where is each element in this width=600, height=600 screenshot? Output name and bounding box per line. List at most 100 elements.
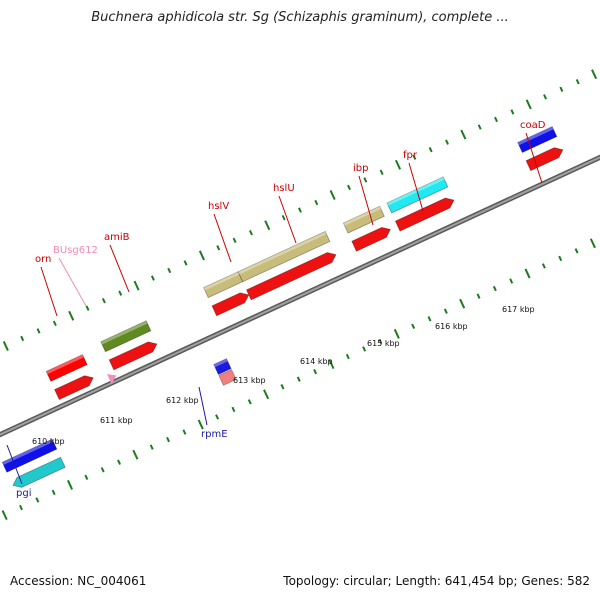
minor-tick [231, 406, 236, 413]
gene-label-rpme[interactable]: rpmE [201, 429, 228, 440]
gene-label-fpr[interactable]: fpr [403, 150, 418, 161]
major-tick [1, 510, 8, 521]
minor-tick [427, 316, 432, 322]
minor-tick [575, 79, 580, 85]
gene-pgi-arrow[interactable] [12, 456, 66, 488]
major-tick [525, 99, 532, 110]
minor-tick [100, 467, 105, 473]
gene-hslv-arrow[interactable] [211, 292, 250, 317]
minor-tick [476, 293, 481, 299]
leader-orn [40, 266, 58, 317]
gene-fpr-box-highlight [386, 176, 445, 206]
minor-tick [281, 214, 286, 221]
gene-orn-box-highlight [46, 354, 84, 375]
major-tick [591, 69, 598, 80]
minor-tick [118, 290, 123, 296]
gene-coad-box[interactable] [517, 126, 558, 154]
major-tick [67, 479, 74, 490]
minor-tick [541, 263, 546, 269]
gene-hslu-box-highlight [238, 231, 327, 275]
gene-label-pgi[interactable]: pgi [16, 488, 31, 499]
minor-tick [347, 184, 351, 191]
minor-tick [345, 353, 350, 360]
minor-tick [510, 109, 515, 115]
genome-backbone [0, 154, 600, 438]
gene-label-hslu[interactable]: hslU [273, 183, 295, 194]
gene-ibp-box[interactable] [342, 205, 385, 234]
minor-tick [428, 147, 433, 153]
minor-tick [166, 436, 171, 443]
minor-tick [36, 328, 41, 334]
leader-hslv [213, 213, 232, 263]
scale-label: 610 kbp [32, 437, 65, 446]
gene-hslu-arrow[interactable] [245, 252, 337, 301]
minor-tick [20, 335, 25, 342]
major-tick [132, 449, 139, 460]
gene-orn-box[interactable] [45, 354, 88, 382]
gene-label-busg612[interactable]: BUsg612 [53, 245, 98, 256]
minor-tick [477, 124, 482, 130]
minor-tick [296, 376, 301, 382]
scale-label: 611 kbp [100, 416, 133, 425]
major-tick [263, 389, 270, 400]
major-tick [589, 238, 596, 249]
gene-amib-arrow[interactable] [108, 341, 158, 371]
scale-label: 613 kbp [233, 376, 266, 385]
minor-tick [85, 305, 90, 311]
gene-label-leaders [6, 132, 543, 485]
backbone-highlight [0, 156, 600, 436]
gene-ibp-box-highlight [343, 206, 381, 226]
major-tick [133, 280, 140, 291]
gene-fpr-arrow[interactable] [394, 197, 455, 232]
gene-rpme-box-highlight [213, 358, 228, 368]
scale-label: 617 kbp [502, 305, 535, 314]
gene-label-ibp[interactable]: ibp [353, 163, 368, 174]
scale-labels: 610 kbp 611 kbp 612 kbp 613 kbp 614 kbp 615 k… [32, 305, 535, 446]
gene-pgi-box[interactable] [1, 438, 58, 473]
minor-tick [101, 298, 106, 304]
major-tick [393, 328, 400, 339]
genome-summary: Topology: circular; Length: 641,454 bp; … [283, 574, 590, 588]
minor-tick [167, 267, 172, 274]
minor-tick [51, 489, 56, 496]
minor-tick [280, 384, 285, 390]
gene-coad-box-highlight [517, 126, 554, 146]
minor-tick [247, 399, 252, 405]
minor-tick [248, 230, 253, 236]
minor-tick [362, 346, 367, 352]
gene-orn-arrow[interactable] [54, 375, 94, 401]
gene-rpme-lower-box[interactable] [218, 368, 237, 386]
minor-tick [543, 94, 548, 100]
major-tick [460, 129, 467, 140]
minor-tick [19, 504, 23, 511]
leader-amib [109, 244, 130, 293]
gene-busg612-arrow[interactable] [106, 374, 117, 385]
minor-tick [363, 177, 368, 183]
minor-tick [494, 116, 498, 123]
gene-rpme-box[interactable] [213, 358, 232, 376]
minor-tick [298, 207, 302, 213]
gene-fpr-box[interactable] [386, 176, 449, 214]
scale-label: 615 kbp [367, 339, 400, 348]
minor-tick [492, 285, 497, 292]
gene-label-hslv[interactable]: hslV [208, 201, 229, 212]
major-tick [2, 341, 9, 351]
minor-tick [379, 169, 384, 176]
gene-hslv-box-highlight [203, 271, 240, 291]
gene-label-orn[interactable]: orn [35, 254, 51, 265]
gene-label-amib[interactable]: amiB [104, 232, 130, 243]
minor-tick [52, 320, 57, 327]
minor-tick [314, 199, 319, 206]
major-tick [328, 359, 335, 370]
gene-amib-box-highlight [100, 320, 148, 345]
gene-hslv-box[interactable] [203, 271, 244, 299]
leader-hslu [278, 195, 297, 244]
gene-hslu-box[interactable] [237, 230, 331, 283]
minor-tick [84, 474, 89, 481]
gene-amib-box[interactable] [100, 320, 152, 353]
minor-tick [378, 338, 383, 345]
gene-coad-arrow[interactable] [525, 147, 564, 172]
gene-label-coad[interactable]: coaD [520, 120, 546, 131]
gene-ibp-arrow[interactable] [351, 226, 392, 252]
